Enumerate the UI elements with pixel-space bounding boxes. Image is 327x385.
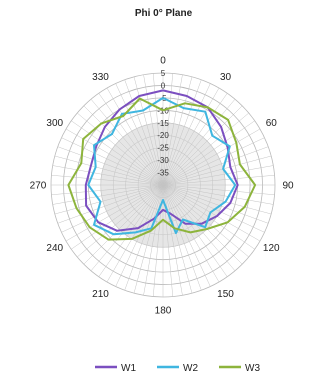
angle-tick-label: 120 <box>263 243 280 254</box>
radial-tick-label: 5 <box>161 69 166 78</box>
grid-spoke <box>77 112 164 186</box>
grid-spoke <box>83 184 164 265</box>
angle-tick-label: 30 <box>220 72 232 83</box>
grid-spoke <box>98 184 164 277</box>
grid-spoke <box>54 184 164 215</box>
angle-tick-label: 0 <box>160 56 166 67</box>
grid-spoke <box>162 79 202 186</box>
grid-spoke <box>143 74 164 186</box>
radial-tick-label: -20 <box>157 131 169 140</box>
legend-label-w2: W2 <box>183 363 198 374</box>
grid-spoke <box>124 184 164 291</box>
grid-spoke <box>65 184 164 242</box>
angle-tick-label: 180 <box>155 306 172 317</box>
grid-spoke <box>162 184 261 242</box>
radial-tick-label: -15 <box>157 119 169 128</box>
grid-spoke <box>162 112 249 186</box>
legend-label-w1: W1 <box>121 363 136 374</box>
grid-spoke <box>133 76 164 186</box>
grid-spoke <box>162 137 265 186</box>
grid-spoke <box>52 165 164 186</box>
grid-spoke <box>83 105 164 186</box>
grid-spoke <box>162 74 183 186</box>
grid-spoke <box>162 184 243 265</box>
grid-spoke <box>162 184 220 283</box>
grid-spoke <box>143 184 164 296</box>
grid-spoke <box>54 155 164 186</box>
grid-spoke <box>162 184 274 205</box>
grid-spoke <box>51 174 164 186</box>
chart-title: Phi 0° Plane <box>134 8 193 19</box>
grid-spoke <box>57 146 164 186</box>
grid-spoke <box>61 137 164 186</box>
grid-spoke <box>65 128 164 186</box>
grid-spoke <box>162 128 261 186</box>
series-line-w2 <box>87 97 237 236</box>
grid-spoke <box>162 83 211 186</box>
grid-spoke <box>162 87 220 186</box>
grid-spoke <box>162 184 236 271</box>
legend-label-w3: W3 <box>245 363 260 374</box>
radial-tick-label: -25 <box>157 144 169 153</box>
grid-spoke <box>115 83 164 186</box>
grid-spoke <box>162 155 272 186</box>
angle-tick-label: 240 <box>46 243 63 254</box>
grid-spoke <box>133 184 164 294</box>
angle-tick-label: 300 <box>46 118 63 129</box>
grid-spoke <box>162 99 236 186</box>
angle-tick-label: 90 <box>282 181 294 192</box>
grid-spoke <box>52 184 164 205</box>
grid-spoke <box>162 165 274 186</box>
grid-spoke <box>61 184 164 233</box>
grid-spoke <box>71 120 164 186</box>
grid-spoke <box>57 184 164 224</box>
grid-spoke <box>124 79 164 186</box>
angle-tick-label: 150 <box>217 289 234 300</box>
grid-spoke <box>162 93 228 186</box>
series-line-w3 <box>67 97 257 241</box>
grid-spoke <box>162 174 275 186</box>
series-line-w1 <box>84 89 239 232</box>
grid-spoke <box>98 93 164 186</box>
grid-spoke <box>162 105 243 186</box>
grid-spoke <box>162 184 183 296</box>
radial-tick-label: -30 <box>157 156 169 165</box>
grid-spoke <box>106 184 164 283</box>
grid-spoke <box>162 76 193 186</box>
grid-spoke <box>90 99 164 186</box>
grid-spoke <box>51 184 164 196</box>
angle-tick-label: 60 <box>266 118 278 129</box>
grid-spoke <box>162 184 269 224</box>
grid-spoke <box>162 184 211 287</box>
angle-tick-label: 210 <box>92 289 109 300</box>
grid-spoke <box>162 184 193 294</box>
grid-spoke <box>90 184 164 271</box>
radial-tick-label: -35 <box>157 169 169 178</box>
grid-spoke <box>162 120 255 186</box>
grid-spoke <box>162 184 265 233</box>
angle-tick-label: 330 <box>92 72 109 83</box>
grid-spoke <box>162 184 275 196</box>
grid-spoke <box>162 184 272 215</box>
grid-spoke <box>162 184 202 291</box>
grid-spoke <box>106 87 164 186</box>
grid-spoke <box>71 184 164 250</box>
angle-tick-label: 270 <box>30 181 47 192</box>
grid-spoke <box>162 146 269 186</box>
grid-spoke <box>77 184 164 258</box>
radial-tick-label: 0 <box>161 81 166 90</box>
